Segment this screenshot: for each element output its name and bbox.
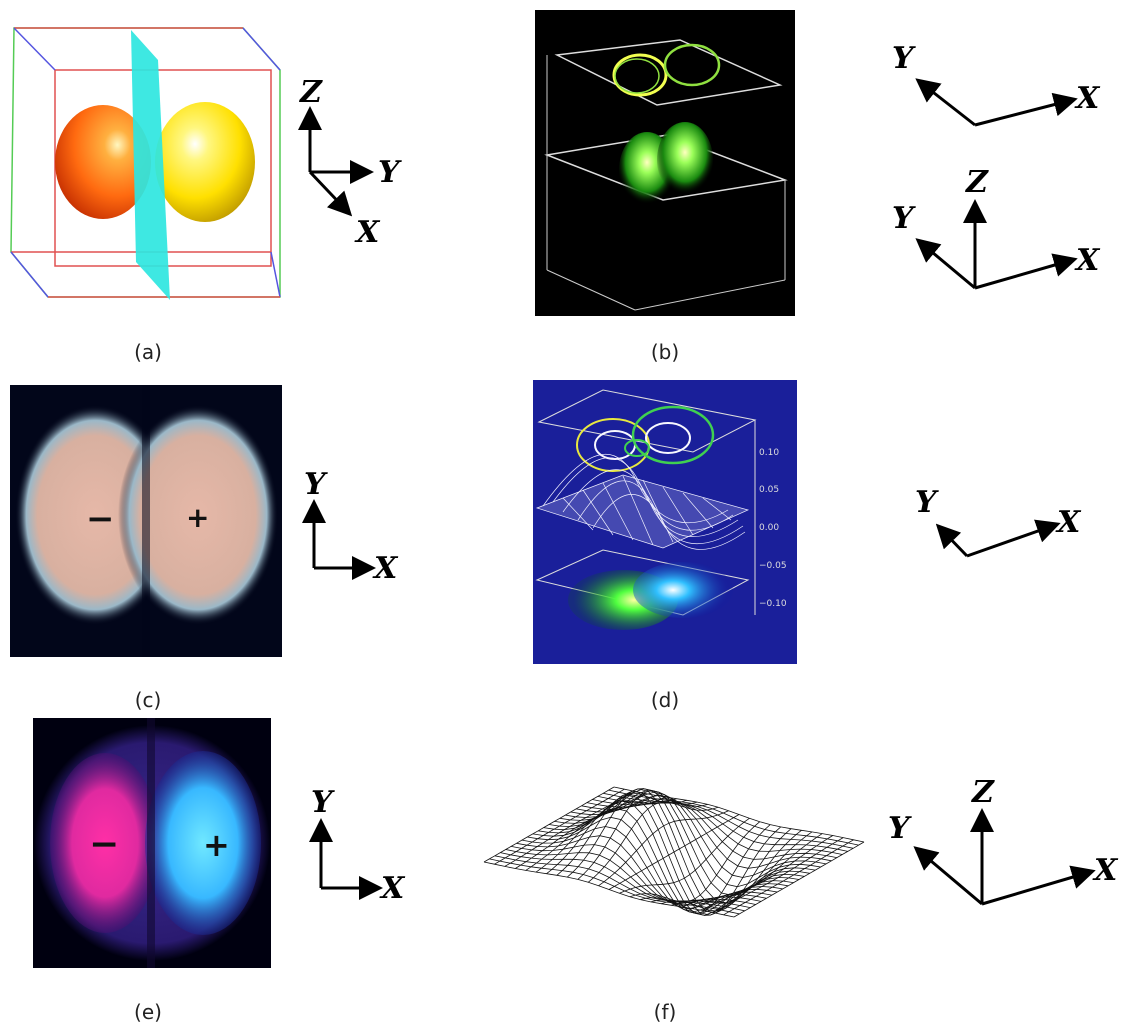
tick-label: 0.10 (759, 448, 779, 458)
z-axis-label: Z (965, 165, 989, 200)
z-axis-label: Z (971, 775, 995, 810)
mesh-line (613, 786, 865, 843)
positive-lobe (118, 405, 278, 625)
caption-f: (f) (653, 1000, 677, 1024)
plus-sign: + (186, 501, 209, 534)
panel-f (476, 740, 872, 970)
panel-f-mesh (483, 786, 865, 918)
x-axis-label: X (1055, 505, 1082, 540)
caption-d: (d) (650, 688, 680, 712)
panel-c: − + (10, 385, 282, 657)
mesh-surface (535, 454, 750, 550)
positive-lobe (145, 751, 261, 935)
axes-b-upper: Y X (880, 30, 1120, 140)
x-axis-label: X (354, 215, 381, 250)
axes-a: Z Y X (290, 72, 410, 252)
panel-d: 0.10 0.05 0.00 −0.05 −0.10 (533, 380, 797, 664)
panel-c-render: − + (15, 385, 278, 657)
mesh-line (597, 796, 848, 852)
y-axis-label: Y (915, 485, 939, 520)
x-axis-label: X (372, 551, 399, 586)
y-axis-label: Y (378, 155, 402, 190)
y-axis-label: Y (892, 201, 916, 236)
tick-label: 0.05 (759, 485, 779, 495)
negative-lobe (50, 753, 160, 933)
minus-sign: − (89, 824, 119, 865)
panel-a-render (10, 27, 281, 300)
mesh-line (592, 799, 843, 855)
panel-b (535, 10, 795, 316)
axes-b-lower: Z Y X (880, 160, 1120, 300)
mesh-line (702, 835, 834, 911)
panel-b-render (544, 39, 788, 311)
minus-sign: − (86, 499, 115, 539)
y-axis-label: Y (888, 811, 912, 846)
plus-sign: + (203, 826, 230, 864)
axes-e: Y X (305, 782, 425, 912)
caption-b: (b) (650, 340, 680, 364)
yellow-lobe (155, 102, 255, 222)
x-axis-label: X (1074, 243, 1101, 278)
y-axis-label: Y (304, 467, 328, 502)
caption-c: (c) (134, 688, 162, 712)
y-axis-label: Y (311, 785, 335, 820)
orange-lobe (55, 105, 151, 219)
mesh-line (723, 839, 854, 916)
axes-d: Y X (905, 470, 1105, 570)
mesh-line (581, 797, 832, 869)
x-axis-label: X (1074, 81, 1101, 116)
axes-f: Z Y X (880, 772, 1138, 917)
tick-label: −0.10 (759, 599, 787, 609)
z-axis-label: Z (299, 75, 323, 110)
panel-d-render: 0.10 0.05 0.00 −0.05 −0.10 (535, 389, 787, 630)
mesh-line (608, 789, 859, 846)
mesh-line (733, 841, 865, 918)
caption-e: (e) (134, 1000, 162, 1024)
mesh-line (548, 790, 800, 914)
mesh-line (603, 792, 854, 849)
x-axis-label: X (1092, 853, 1119, 888)
panel-e: − + (33, 718, 271, 968)
mesh-line (713, 837, 844, 913)
panel-e-render: − + (34, 718, 270, 968)
x-axis-label: X (379, 871, 406, 906)
tick-label: 0.00 (759, 523, 779, 533)
panel-a (8, 22, 290, 302)
caption-a: (a) (134, 340, 162, 364)
tick-label: −0.05 (759, 561, 787, 571)
axes-c: Y X (298, 460, 418, 590)
y-axis-label: Y (892, 41, 916, 76)
cyan-plane (131, 30, 170, 300)
